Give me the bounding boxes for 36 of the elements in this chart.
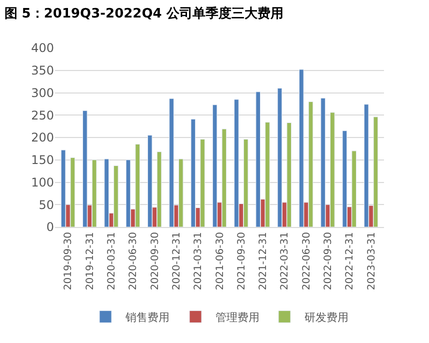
bar [277, 88, 282, 227]
bar [190, 118, 196, 227]
y-tick-label: 400 [31, 41, 54, 56]
bar [256, 92, 261, 227]
x-tick-label: 2022-12-31 [344, 232, 356, 290]
x-tick-label: 2022-09-30 [322, 232, 334, 290]
x-tick-label: 2021-12-31 [258, 232, 270, 290]
x-tick-label: 2019-09-30 [63, 232, 74, 290]
bar [212, 104, 218, 227]
y-tick-label: 100 [31, 175, 54, 190]
x-tick-label: 2021-09-30 [236, 232, 248, 290]
legend-label: 管理费用 [216, 310, 260, 324]
legend-label: 销售费用 [124, 310, 170, 324]
x-tick-label: 2020-03-31 [106, 232, 118, 290]
bar [126, 160, 131, 227]
legend-label: 研发费用 [304, 310, 348, 324]
x-tick-label: 2019-12-31 [84, 232, 96, 290]
x-tick-label: 2021-03-31 [193, 232, 204, 290]
y-tick-label: 350 [31, 64, 54, 78]
x-tick-label: 2022-06-30 [301, 232, 312, 290]
x-tick-label: 2022-03-31 [280, 232, 291, 290]
chart-title: 图 5：2019Q3-2022Q4 公司单季度三大费用 [4, 6, 284, 22]
x-tick-label: 2021-06-30 [214, 232, 226, 290]
x-tick-label: 2020-09-30 [150, 232, 161, 290]
y-tick-label: 300 [31, 86, 54, 100]
y-tick-label: 150 [31, 153, 54, 168]
y-tick-label: 250 [31, 108, 54, 122]
bar [342, 130, 348, 227]
x-tick-label: 2020-06-30 [128, 232, 140, 290]
y-tick-label: 50 [38, 198, 54, 212]
x-tick-label: 2023-03-31 [366, 232, 378, 290]
bar [364, 104, 369, 227]
y-tick-label: 0 [46, 220, 54, 234]
x-tick-label: 2020-12-31 [171, 232, 182, 290]
bar [60, 150, 66, 227]
y-tick-label: 200 [31, 130, 54, 145]
